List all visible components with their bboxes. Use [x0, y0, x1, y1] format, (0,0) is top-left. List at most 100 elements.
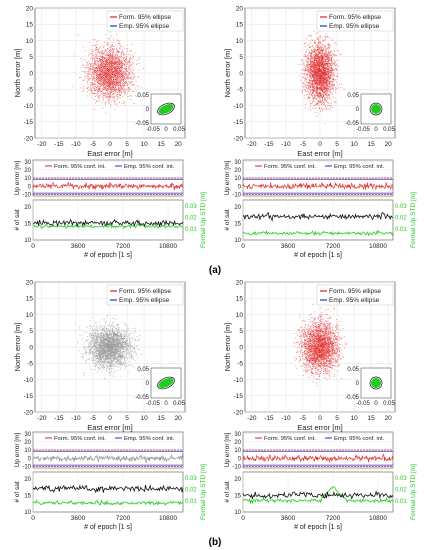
data-point	[93, 72, 95, 73]
data-point	[133, 76, 135, 78]
data-point	[321, 62, 323, 64]
data-point	[110, 86, 112, 88]
data-point	[114, 70, 116, 72]
data-point	[318, 47, 320, 49]
data-point	[105, 65, 107, 67]
data-point	[334, 54, 336, 56]
data-point	[327, 95, 329, 97]
data-point	[317, 81, 318, 83]
data-point	[96, 94, 98, 96]
data-point	[320, 63, 322, 65]
data-point	[325, 69, 327, 71]
data-point	[124, 101, 126, 103]
data-point	[321, 69, 323, 71]
data-point	[316, 65, 318, 67]
data-point	[120, 76, 121, 78]
data-point	[316, 83, 318, 85]
data-point	[117, 94, 119, 95]
data-point	[319, 68, 320, 70]
data-point	[321, 73, 323, 75]
data-point	[322, 66, 324, 68]
data-point	[301, 60, 303, 62]
data-point	[307, 68, 309, 70]
data-point	[325, 108, 327, 109]
data-point	[328, 65, 330, 67]
data-point	[318, 68, 319, 70]
data-point	[105, 67, 107, 69]
data-point	[321, 77, 323, 79]
x-tick-label: -20	[37, 415, 47, 422]
data-point	[112, 45, 114, 47]
data-point	[118, 40, 120, 42]
data-point	[311, 83, 313, 85]
data-point	[313, 54, 315, 56]
y-tick-label: -5	[27, 361, 33, 368]
data-point	[324, 65, 326, 67]
data-point	[320, 77, 322, 79]
data-point	[330, 54, 332, 56]
data-point	[95, 73, 97, 75]
data-point	[103, 52, 105, 53]
data-point	[101, 82, 103, 84]
data-point	[320, 62, 322, 64]
data-point	[89, 88, 91, 90]
data-point	[115, 66, 117, 68]
data-point	[331, 71, 333, 73]
data-point	[110, 54, 112, 56]
data-point	[315, 54, 317, 55]
data-point	[116, 61, 118, 63]
data-point	[314, 82, 316, 84]
data-point	[308, 46, 310, 48]
data-point	[328, 82, 329, 84]
data-point	[325, 53, 326, 55]
data-point	[322, 75, 324, 76]
data-point	[112, 97, 114, 99]
data-point	[96, 54, 98, 56]
data-point	[312, 89, 314, 91]
data-point	[306, 74, 307, 76]
data-point	[105, 75, 107, 77]
data-point	[128, 81, 130, 82]
data-point	[322, 71, 324, 73]
data-point	[310, 74, 312, 76]
data-point	[309, 75, 311, 77]
data-point	[100, 69, 102, 71]
data-point	[308, 53, 310, 54]
data-point	[320, 65, 322, 67]
data-point	[88, 78, 90, 80]
data-point	[116, 63, 118, 64]
data-point	[313, 60, 315, 62]
data-point	[329, 65, 331, 67]
data-point	[337, 72, 339, 74]
data-point	[117, 68, 119, 69]
data-point	[323, 77, 325, 79]
data-point	[111, 70, 113, 72]
data-point	[120, 73, 122, 75]
data-point	[100, 87, 102, 89]
data-point	[320, 59, 321, 61]
data-point	[327, 58, 329, 60]
data-point	[318, 82, 320, 84]
data-point	[121, 66, 123, 68]
data-point	[320, 75, 321, 77]
data-point	[113, 70, 115, 72]
data-point	[126, 47, 128, 49]
data-point	[105, 71, 107, 73]
data-point	[139, 338, 141, 339]
data-point	[119, 56, 120, 58]
data-point	[335, 59, 337, 61]
data-point	[103, 80, 105, 82]
data-point	[312, 66, 313, 68]
data-point	[322, 68, 324, 70]
data-point	[340, 87, 342, 89]
data-point	[310, 83, 312, 85]
data-point	[127, 69, 129, 71]
data-point	[336, 69, 338, 71]
data-point	[334, 43, 336, 45]
data-point	[99, 100, 101, 102]
data-point	[322, 95, 324, 97]
data-point	[318, 70, 320, 72]
data-point	[313, 85, 315, 87]
data-point	[115, 84, 117, 86]
data-point	[91, 92, 93, 93]
